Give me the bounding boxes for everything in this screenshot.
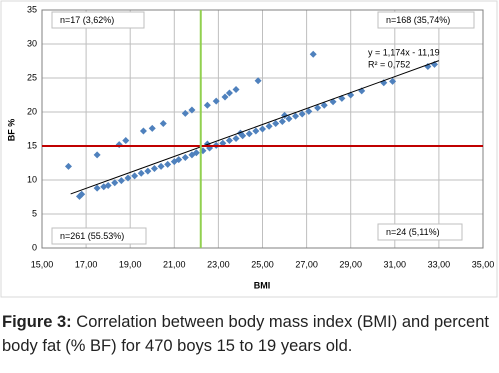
y-tick-label: 20 xyxy=(27,106,37,116)
annotation: n=17 (3,62%) xyxy=(60,15,114,25)
point xyxy=(309,50,317,58)
x-tick-label: 23,00 xyxy=(207,259,230,269)
annotation: n=168 (35,74%) xyxy=(386,15,450,25)
y-tick-label: 10 xyxy=(27,174,37,184)
point xyxy=(157,162,165,170)
marks: y = 1,174x - 11,19 R² = 0,752 n=17 (3,62%)… xyxy=(42,10,483,248)
point xyxy=(117,177,125,185)
annotation: n=24 (5,11%) xyxy=(386,227,440,237)
point xyxy=(122,137,130,145)
point xyxy=(305,107,313,115)
x-tick-label: 35,00 xyxy=(472,259,495,269)
point xyxy=(320,101,328,109)
point xyxy=(78,190,86,198)
point xyxy=(212,97,220,105)
point xyxy=(245,130,253,138)
y-tick-label: 15 xyxy=(27,140,37,150)
point xyxy=(259,125,266,133)
point xyxy=(292,112,300,120)
point xyxy=(93,151,101,159)
point xyxy=(150,164,158,172)
annotation: n=261 (55.53%) xyxy=(60,231,124,241)
point xyxy=(424,62,432,70)
x-axis-label: BMI xyxy=(254,280,271,290)
caption-label: Figure 3: xyxy=(2,313,72,331)
grid: 0 5 10 15 20 25 30 35 15,00 17,00 19,00 21,00 23,00 2… xyxy=(27,4,494,269)
trend-line xyxy=(70,60,440,195)
point xyxy=(203,101,211,109)
point xyxy=(144,167,152,175)
y-tick-label: 25 xyxy=(27,72,37,82)
point xyxy=(232,135,240,143)
point xyxy=(93,184,101,192)
point xyxy=(298,110,306,118)
point xyxy=(225,137,233,145)
point xyxy=(159,120,167,128)
annotation-box xyxy=(51,227,147,245)
x-tick-label: 17,00 xyxy=(75,259,98,269)
point xyxy=(192,149,200,157)
point xyxy=(232,86,240,94)
point xyxy=(181,109,189,117)
point xyxy=(188,106,196,114)
point xyxy=(148,124,156,132)
point xyxy=(164,160,172,168)
point xyxy=(104,181,112,189)
y-axis-label: BF % xyxy=(6,119,16,142)
x-tick-label: 27,00 xyxy=(295,259,318,269)
point xyxy=(225,89,233,97)
point xyxy=(265,122,273,130)
point xyxy=(181,154,189,162)
x-tick-label: 19,00 xyxy=(119,259,142,269)
point xyxy=(272,120,280,128)
point xyxy=(111,179,119,187)
point xyxy=(221,93,229,101)
annotation-box xyxy=(377,11,475,29)
trendline-equation: y = 1,174x - 11,19 xyxy=(368,47,440,57)
y-tick-label: 0 xyxy=(32,242,37,252)
plot-border xyxy=(41,9,484,249)
point xyxy=(131,172,139,180)
x-tick-label: 33,00 xyxy=(428,259,451,269)
annotation-box xyxy=(377,223,463,241)
point xyxy=(314,104,322,112)
point xyxy=(139,127,147,135)
chart: 0 5 10 15 20 25 30 35 15,00 17,00 19,00 21,00 23,00 2… xyxy=(0,0,498,298)
x-tick-label: 15,00 xyxy=(31,259,54,269)
point xyxy=(64,162,72,170)
point xyxy=(137,169,145,177)
point xyxy=(124,174,132,182)
caption-text: Correlation between body mass index (BMI… xyxy=(2,313,489,355)
point xyxy=(252,127,260,135)
chart-frame xyxy=(0,0,498,298)
point xyxy=(175,156,183,164)
point xyxy=(254,77,262,85)
caption: Figure 3: Correlation between body mass … xyxy=(2,310,497,358)
annotation-box xyxy=(51,11,145,29)
point xyxy=(285,115,293,123)
x-tick-label: 21,00 xyxy=(163,259,186,269)
y-tick-label: 5 xyxy=(32,208,37,218)
x-tick-label: 31,00 xyxy=(384,259,407,269)
x-tick-label: 25,00 xyxy=(251,259,274,269)
point xyxy=(236,129,244,137)
y-tick-label: 35 xyxy=(27,4,37,14)
trendline-equation: R² = 0,752 xyxy=(368,59,410,69)
point xyxy=(278,118,286,126)
y-tick-label: 30 xyxy=(27,38,37,48)
x-tick-label: 29,00 xyxy=(339,259,362,269)
point xyxy=(389,77,397,85)
